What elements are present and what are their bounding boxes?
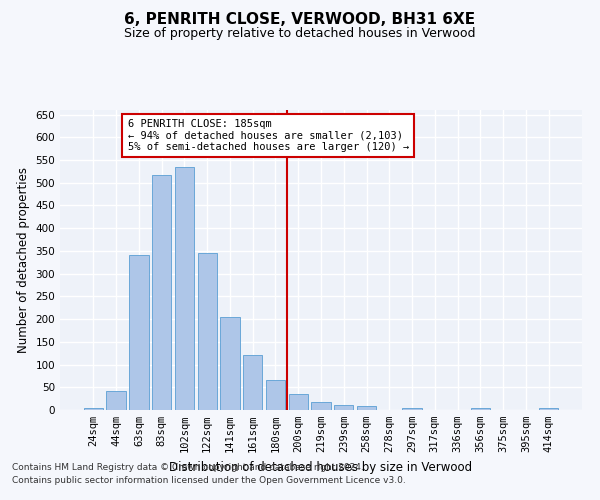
Bar <box>220 318 239 410</box>
Bar <box>357 406 376 410</box>
Text: Contains public sector information licensed under the Open Government Licence v3: Contains public sector information licen… <box>12 476 406 485</box>
Bar <box>289 394 308 410</box>
Y-axis label: Number of detached properties: Number of detached properties <box>17 167 30 353</box>
Bar <box>84 408 103 410</box>
Bar <box>243 356 262 410</box>
Bar <box>334 404 353 410</box>
Bar <box>266 380 285 410</box>
Text: Size of property relative to detached houses in Verwood: Size of property relative to detached ho… <box>124 28 476 40</box>
Bar <box>152 174 172 410</box>
Bar <box>129 256 149 410</box>
Text: 6, PENRITH CLOSE, VERWOOD, BH31 6XE: 6, PENRITH CLOSE, VERWOOD, BH31 6XE <box>124 12 476 28</box>
Bar <box>311 402 331 410</box>
Bar <box>470 408 490 410</box>
Text: 6 PENRITH CLOSE: 185sqm
← 94% of detached houses are smaller (2,103)
5% of semi-: 6 PENRITH CLOSE: 185sqm ← 94% of detache… <box>128 119 409 152</box>
Bar <box>106 391 126 410</box>
Text: Contains HM Land Registry data © Crown copyright and database right 2024.: Contains HM Land Registry data © Crown c… <box>12 464 364 472</box>
Bar <box>197 253 217 410</box>
Bar <box>539 408 558 410</box>
Bar <box>403 408 422 410</box>
X-axis label: Distribution of detached houses by size in Verwood: Distribution of detached houses by size … <box>169 460 473 473</box>
Bar <box>175 167 194 410</box>
